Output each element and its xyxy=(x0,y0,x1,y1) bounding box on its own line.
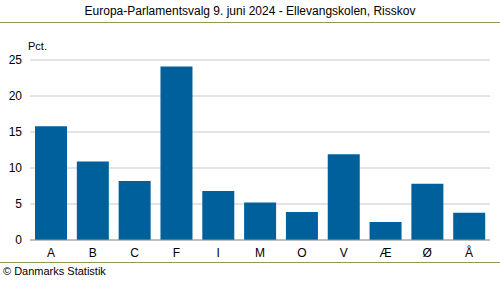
svg-text:5: 5 xyxy=(15,197,22,211)
svg-text:10: 10 xyxy=(9,161,23,175)
svg-text:V: V xyxy=(340,246,348,260)
svg-text:20: 20 xyxy=(9,89,23,103)
svg-text:C: C xyxy=(130,246,139,260)
svg-text:25: 25 xyxy=(9,53,23,67)
svg-text:M: M xyxy=(255,246,265,260)
svg-text:15: 15 xyxy=(9,125,23,139)
svg-text:O: O xyxy=(297,246,306,260)
svg-text:Æ: Æ xyxy=(379,246,391,260)
svg-text:Ø: Ø xyxy=(423,246,432,260)
html-text:Pct.: Pct. xyxy=(28,40,47,52)
svg-text:Å: Å xyxy=(465,245,473,260)
svg-text:A: A xyxy=(47,246,55,260)
html-text:Europa-Parlamentsvalg 9. juni: Europa-Parlamentsvalg 9. juni 2024 - Ell… xyxy=(84,4,416,18)
svg-text:0: 0 xyxy=(15,233,22,247)
svg-text:F: F xyxy=(173,246,180,260)
html-text:© Danmarks Statistik: © Danmarks Statistik xyxy=(3,265,106,277)
svg-text:B: B xyxy=(89,246,97,260)
svg-text:I: I xyxy=(217,246,220,260)
